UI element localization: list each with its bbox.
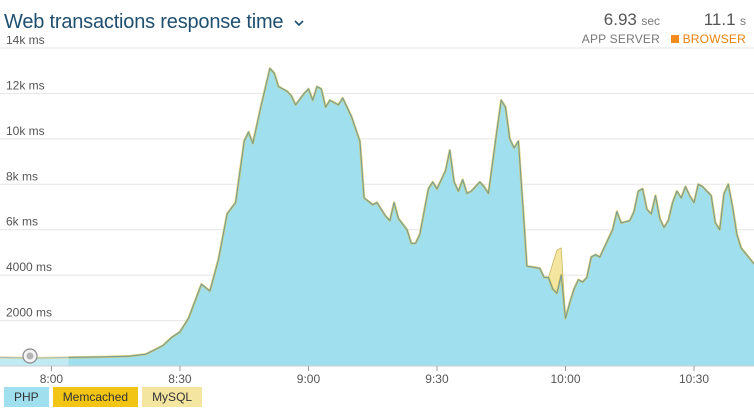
chart-title: Web transactions response time bbox=[4, 11, 284, 33]
legend-item-php[interactable]: PHP bbox=[4, 387, 49, 407]
x-tick-label: 9:00 bbox=[297, 372, 321, 386]
browser-label-text: BROWSER bbox=[682, 32, 746, 46]
y-tick-label: 14k ms bbox=[6, 36, 45, 47]
x-tick-label: 9:30 bbox=[425, 372, 449, 386]
x-tick-label: 10:00 bbox=[550, 372, 580, 386]
php-area bbox=[0, 68, 754, 367]
x-tick-label: 10:30 bbox=[679, 372, 709, 386]
php-line bbox=[0, 67, 754, 359]
slider-handle-icon-inner bbox=[26, 352, 34, 360]
x-tick-label: 8:30 bbox=[168, 372, 192, 386]
app-server-value: 6.93 bbox=[603, 10, 637, 29]
y-tick-label: 6k ms bbox=[6, 215, 38, 229]
app-server-label: APP SERVER bbox=[581, 32, 660, 46]
browser-label: BROWSER bbox=[670, 32, 746, 46]
y-tick-label: 10k ms bbox=[6, 124, 45, 138]
browser-unit: s bbox=[740, 14, 746, 28]
browser-value: 11.1 bbox=[703, 10, 736, 29]
legend-item-memcached[interactable]: Memcached bbox=[52, 387, 139, 407]
y-tick-label: 8k ms bbox=[6, 169, 38, 183]
app-server-unit: sec bbox=[641, 14, 660, 28]
y-tick-label: 12k ms bbox=[6, 78, 45, 92]
chart-header: Web transactions response time 6.93 sec … bbox=[0, 0, 754, 46]
y-tick-label: 2000 ms bbox=[6, 306, 52, 320]
y-tick-label: 4000 ms bbox=[6, 260, 52, 274]
legend-item-mysql[interactable]: MySQL bbox=[142, 387, 203, 407]
response-time-chart: 2000 ms 4000 ms 6k ms 8k ms 10k ms 12k ms 14k … bbox=[0, 36, 754, 386]
x-tick-label: 8:00 bbox=[40, 372, 64, 386]
chart-title-dropdown[interactable]: Web transactions response time bbox=[4, 11, 305, 34]
browser-swatch-icon bbox=[670, 35, 679, 43]
chevron-down-icon bbox=[293, 17, 305, 29]
browser-stat: 11.1 s BROWSER bbox=[670, 10, 746, 46]
chart-legend: PHP Memcached MySQL bbox=[4, 387, 203, 407]
app-server-stat: 6.93 sec APP SERVER bbox=[582, 10, 660, 46]
